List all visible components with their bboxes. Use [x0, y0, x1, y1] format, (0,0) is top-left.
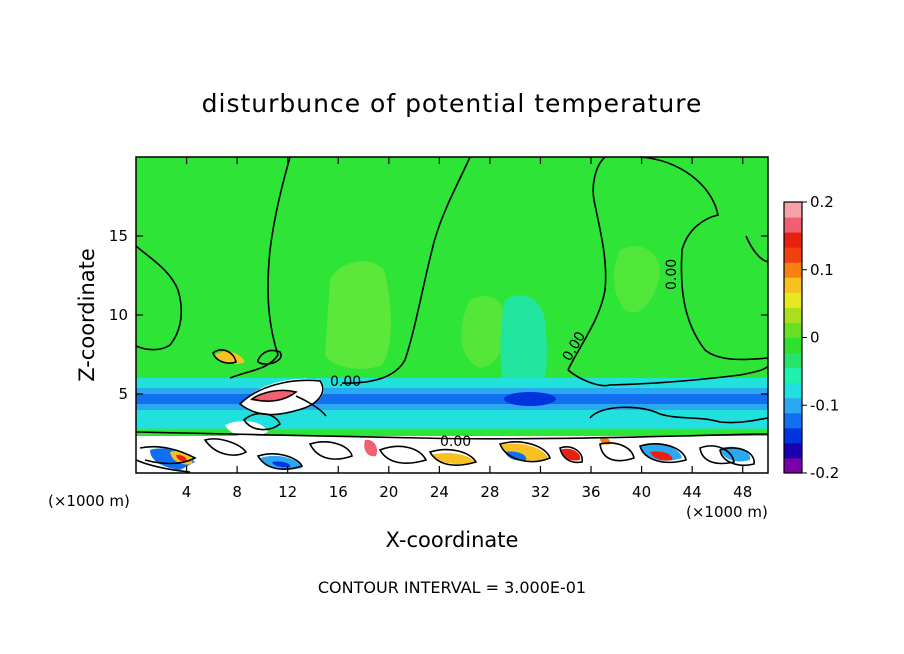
colorbar-segment	[784, 217, 802, 233]
x-tick-label: 36	[581, 483, 600, 501]
x-tick-label: 48	[733, 483, 752, 501]
x-tick-label: 4	[182, 483, 192, 501]
warm-region-2	[461, 296, 505, 368]
colorbar: 0.2 0.1 0 -0.1 -0.2	[783, 193, 839, 482]
y-axis: 5 10 15	[109, 227, 768, 403]
contour-lines	[135, 156, 769, 473]
colorbar-segment	[784, 412, 802, 429]
colorbar-segment	[784, 442, 802, 459]
colorbar-segment	[784, 457, 802, 474]
colorbar-segment	[784, 367, 802, 384]
colorbar-segment	[784, 427, 802, 444]
colorbar-segment	[784, 232, 802, 248]
colorbar-segment	[784, 292, 802, 308]
contour-label-4: 0.00	[664, 259, 680, 290]
x-axis: 4 8 12 16 20 24 28 32 36 40 44 48	[182, 157, 752, 501]
colorbar-segment	[784, 262, 802, 278]
colorbar-segment	[784, 337, 802, 354]
cool-column	[500, 295, 547, 395]
cool-band-inner	[136, 394, 768, 404]
colorbar-segment	[784, 352, 802, 369]
colorbar-tick-label: 0.2	[810, 193, 834, 211]
x-axis-label: X-coordinate	[386, 528, 519, 552]
x-tick-label: 32	[531, 483, 550, 501]
x-tick-label: 12	[278, 483, 297, 501]
colorbar-segment	[784, 277, 802, 293]
contour-interval-footer: CONTOUR INTERVAL = 3.000E-01	[318, 578, 586, 597]
warm-region-3	[613, 246, 660, 313]
warm-region-1	[325, 261, 391, 369]
x-tick-label: 8	[232, 483, 242, 501]
boundary-layer-patches	[150, 437, 751, 470]
chart-title: disturbunce of potential temperature	[202, 89, 703, 118]
x-unit-label: (×1000 m)	[686, 503, 768, 521]
colorbar-segment	[784, 202, 802, 218]
x-tick-label: 28	[480, 483, 499, 501]
contour-label-1: 0.00	[330, 374, 361, 390]
colorbar-tick-label: -0.1	[810, 396, 839, 414]
colorbar-segment	[784, 307, 802, 323]
y-tick-label: 10	[109, 306, 128, 324]
colorbar-tick-label: 0	[810, 329, 820, 347]
y-axis-label: Z-coordinate	[75, 248, 99, 382]
colorbar-segment	[784, 397, 802, 414]
plot-area: 0.00 0.00 0.00 0.00	[135, 156, 769, 474]
x-tick-label: 44	[683, 483, 702, 501]
x-tick-label: 24	[430, 483, 449, 501]
x-tick-label: 16	[329, 483, 348, 501]
y-tick-label: 5	[118, 385, 128, 403]
x-tick-label: 20	[379, 483, 398, 501]
y-unit-label: (×1000 m)	[48, 492, 130, 510]
contour-label-2: 0.00	[440, 434, 471, 450]
cool-core	[504, 392, 556, 406]
colorbar-tick-label: 0.1	[810, 261, 834, 279]
colorbar-segment	[784, 247, 802, 263]
x-tick-label: 40	[632, 483, 651, 501]
y-tick-label: 15	[109, 227, 128, 245]
colorbar-segment	[784, 382, 802, 399]
cool-band-lower	[136, 410, 768, 430]
colorbar-tick-label: -0.2	[810, 464, 839, 482]
perturbation-cloud	[215, 351, 324, 437]
colorbar-segment	[784, 322, 802, 338]
